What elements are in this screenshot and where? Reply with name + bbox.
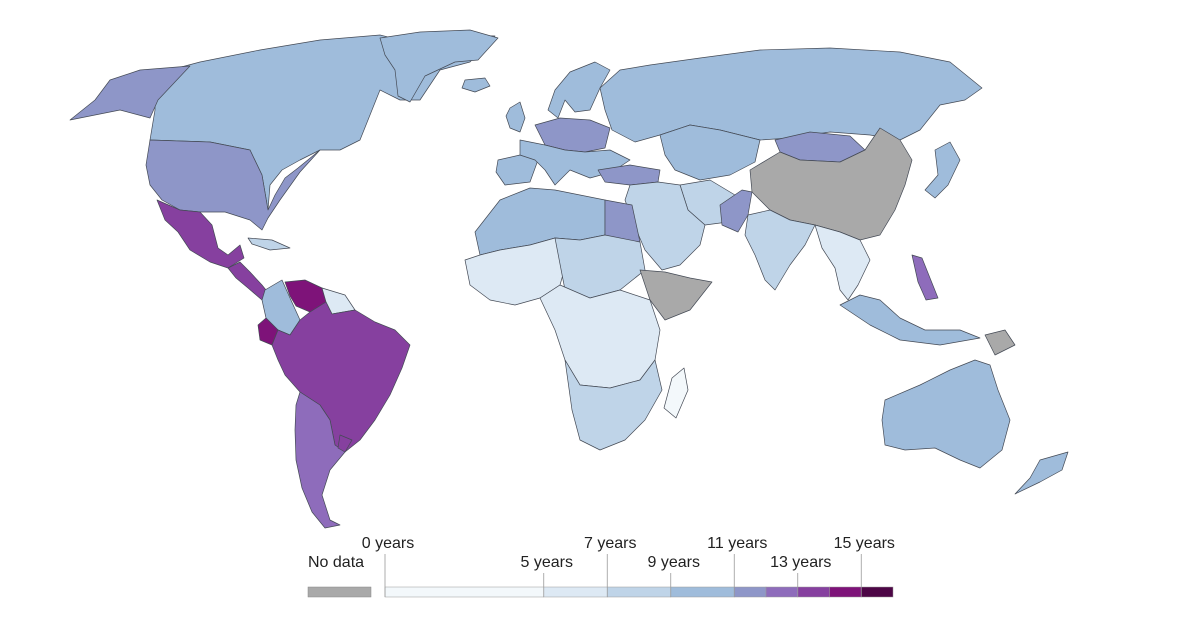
region-horn-of-africa <box>639 269 713 321</box>
region-argentina-chile <box>294 391 346 529</box>
region-madagascar <box>663 367 689 419</box>
region-cuba <box>247 237 291 251</box>
region-india <box>744 209 816 291</box>
legend-tick-label-2: 7 years <box>584 535 636 552</box>
legend-bin-5 <box>765 586 798 598</box>
region-japan <box>924 141 961 199</box>
legend-bin-2 <box>607 586 671 598</box>
region-mexico <box>156 199 245 269</box>
region-iceland <box>461 77 491 93</box>
region-new-zealand <box>1014 451 1069 495</box>
legend-bin-6 <box>797 586 830 598</box>
legend-color-bar <box>384 586 894 598</box>
countries-layer <box>69 29 1069 529</box>
region-australia <box>881 359 1011 469</box>
region-russia <box>599 47 983 143</box>
legend-bin-0 <box>384 586 544 598</box>
legend-bin-7 <box>829 586 862 598</box>
legend-bin-3 <box>670 586 735 598</box>
region-southeast-asia <box>814 224 871 301</box>
no-data-swatch <box>307 586 372 598</box>
region-alaska <box>69 65 191 121</box>
legend-bin-8 <box>861 586 894 598</box>
no-data-label: No data <box>308 554 364 571</box>
legend-tick-label-4: 11 years <box>707 535 767 552</box>
legend-tick-label-3: 9 years <box>648 554 700 571</box>
region-central-asia <box>659 124 761 181</box>
legend-tick-label-5: 13 years <box>770 554 831 571</box>
region-indonesia <box>839 294 981 346</box>
region-southern-africa <box>564 359 663 451</box>
region-uruguay <box>337 434 353 453</box>
legend-bin-4 <box>734 586 767 598</box>
legend-tick-label-0: 0 years <box>362 535 414 552</box>
legend-bin-1 <box>543 586 608 598</box>
region-papua-new-guinea <box>984 329 1016 356</box>
region-greenland <box>379 29 499 103</box>
region-united-states <box>145 139 321 231</box>
region-philippines <box>911 254 939 301</box>
legend-tick-label-6: 15 years <box>834 535 895 552</box>
region-uk <box>505 101 526 133</box>
legend-tick-label-1: 5 years <box>521 554 573 571</box>
